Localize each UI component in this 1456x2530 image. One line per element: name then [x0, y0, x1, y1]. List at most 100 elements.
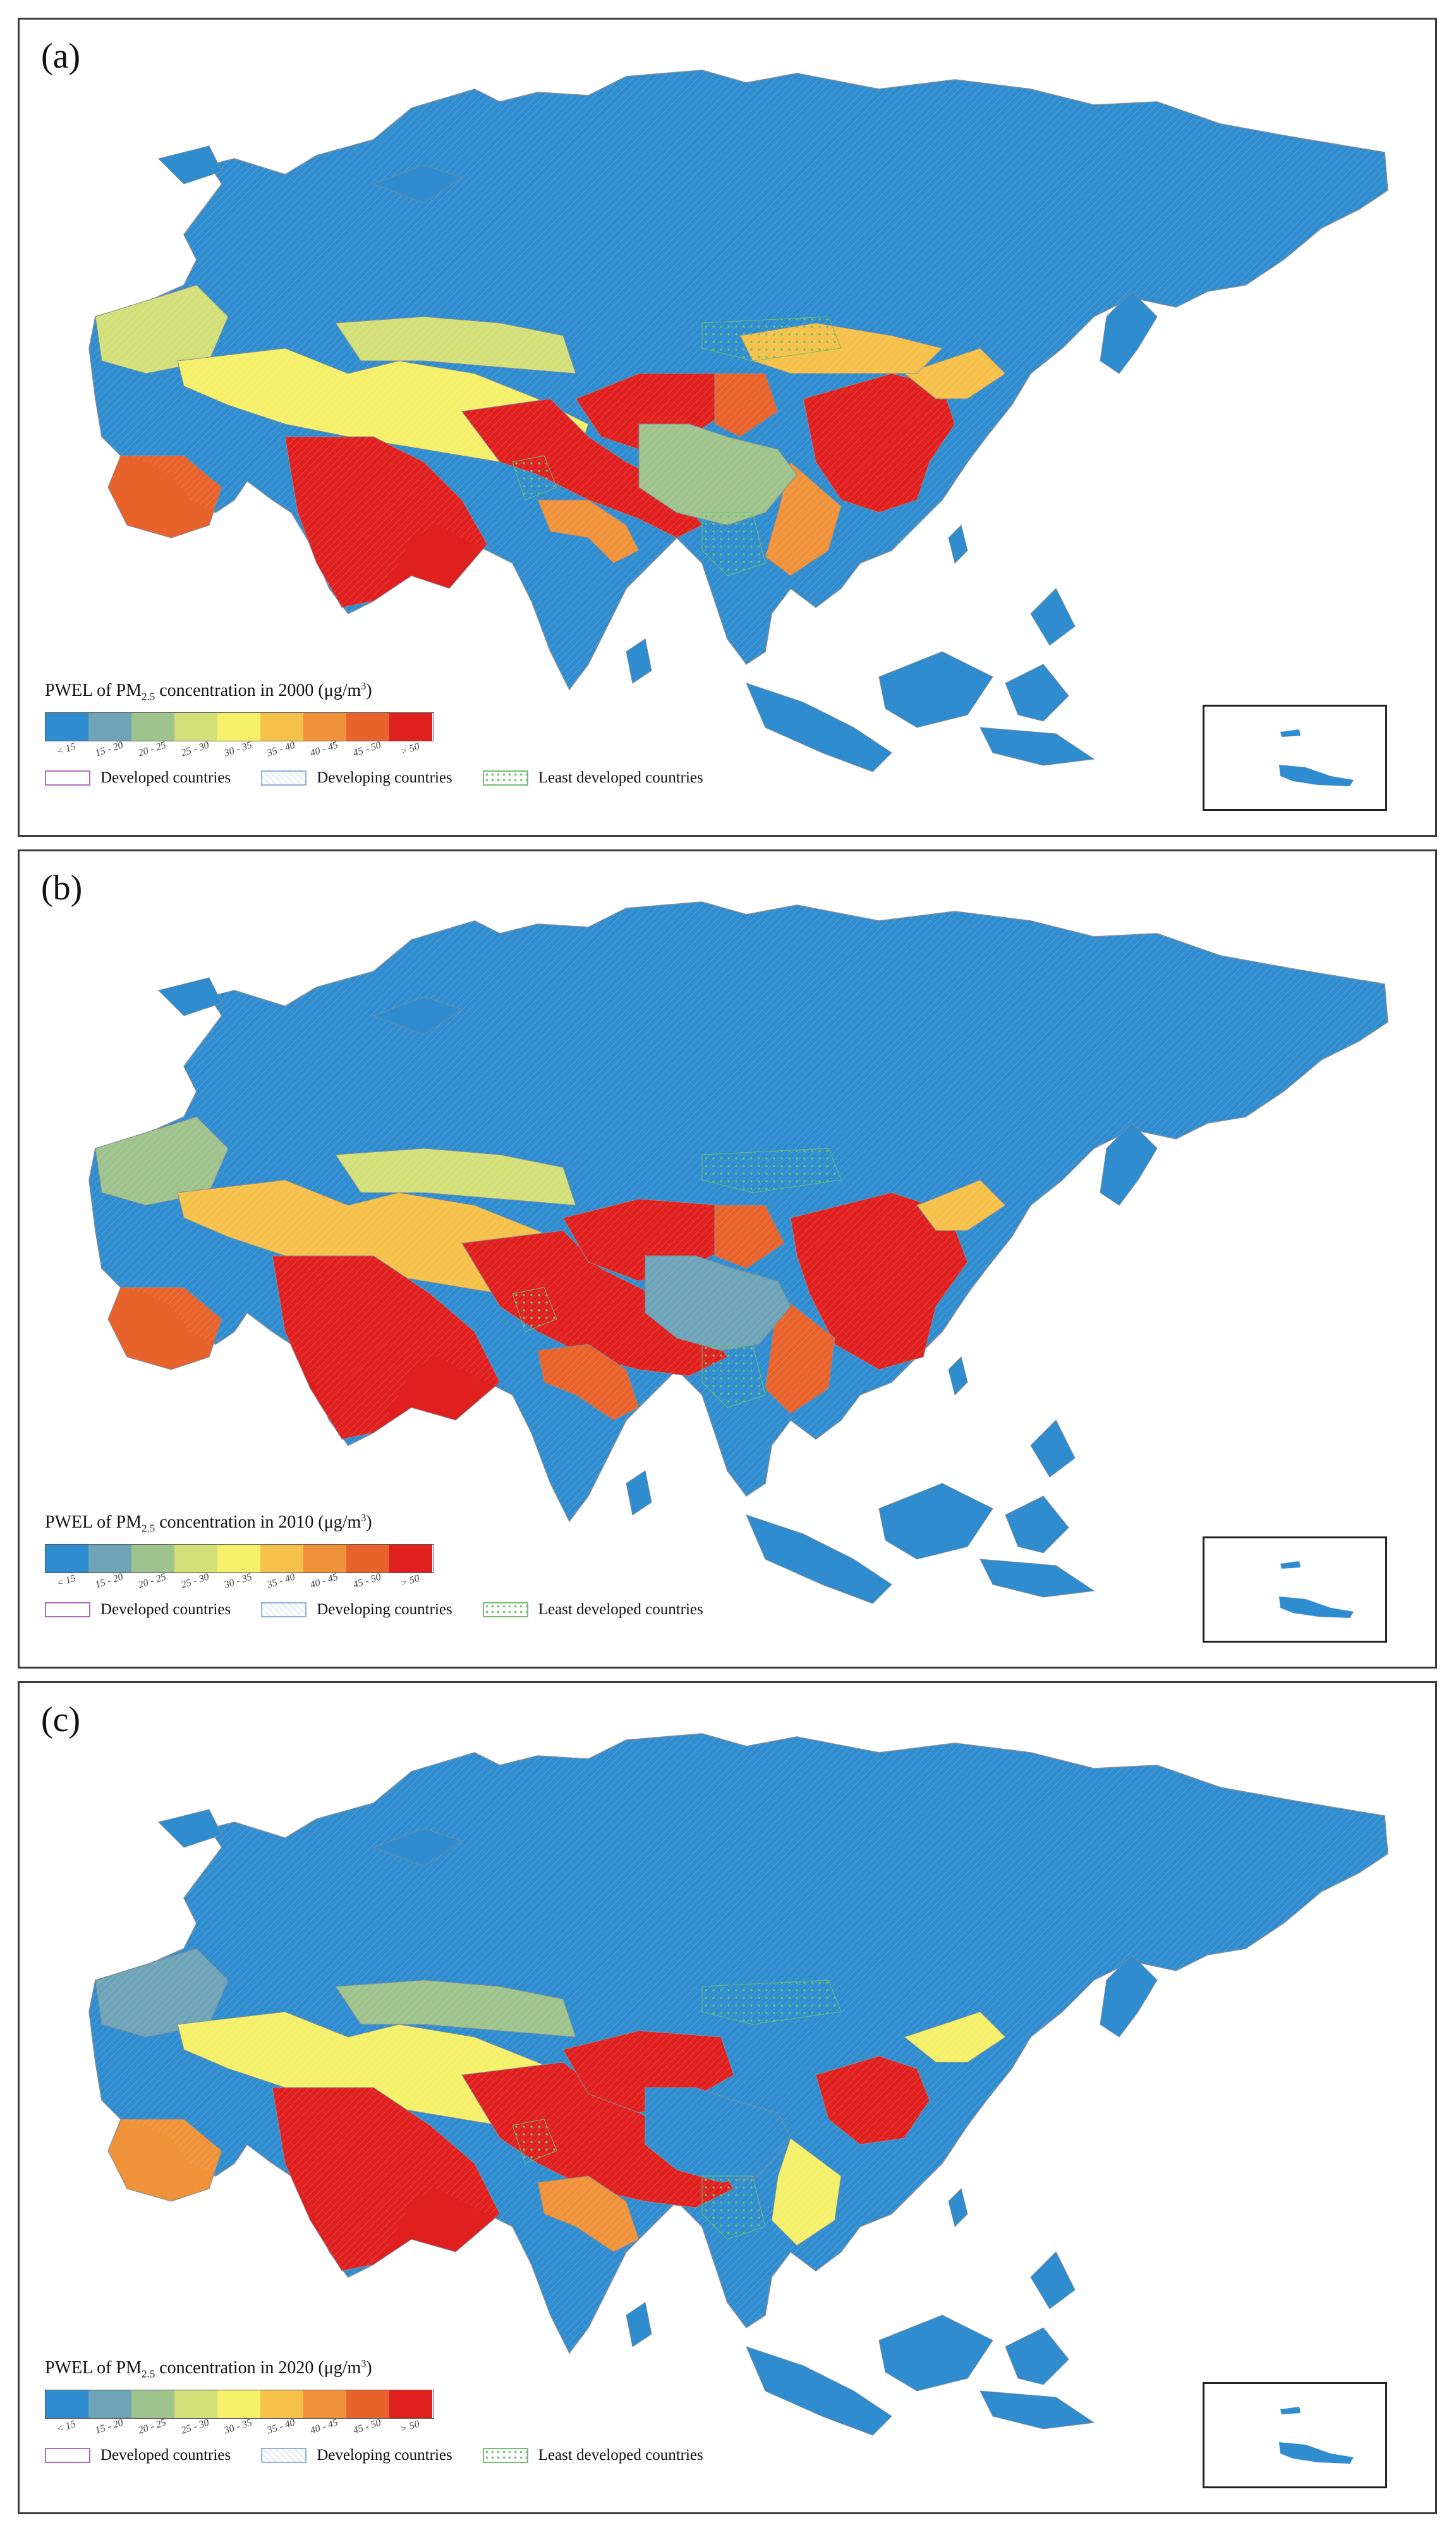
- color-scale-swatch: [389, 712, 432, 741]
- country-category-legend: Developed countries Developing countries L…: [45, 2447, 734, 2464]
- legend-label-developing: Developing countries: [317, 2446, 452, 2464]
- legend-label-least-developed: Least developed countries: [538, 1600, 703, 1618]
- legend-title-prefix: PWEL of PM: [45, 1512, 142, 1532]
- color-scale: [45, 1543, 434, 1573]
- least-developed-area-1: [701, 1148, 842, 1193]
- island-8: [372, 996, 463, 1035]
- legend-swatch-least-developed: [482, 1602, 528, 1617]
- color-scale-swatch: [346, 1544, 389, 1572]
- legend-swatch-developing: [261, 1602, 307, 1617]
- panel-label: (a): [41, 37, 81, 76]
- legend-item-least-developed: Least developed countries: [482, 1600, 703, 1619]
- legend-item-developing: Developing countries: [261, 2447, 452, 2464]
- country-category-legend: Developed countries Developing countries L…: [45, 769, 734, 787]
- island-0: [1100, 1122, 1158, 1206]
- color-scale-swatch: [131, 712, 174, 741]
- color-scale-swatch: [88, 1544, 131, 1572]
- island-5: [626, 638, 652, 684]
- legend-title-suffix: ): [366, 2358, 372, 2378]
- island-8: [372, 164, 463, 204]
- legend-title-middle: concentration in 2010 (μg/m: [155, 1512, 361, 1532]
- legend-title-sup: 3: [361, 1512, 367, 1524]
- legend-label-developed: Developed countries: [100, 1600, 231, 1618]
- color-scale-swatch: [260, 1544, 303, 1572]
- island-8: [372, 1828, 463, 1867]
- color-scale-swatch: [88, 2390, 131, 2418]
- legend-label-developing: Developing countries: [317, 769, 452, 786]
- color-scale-swatch: [88, 712, 131, 741]
- color-scale-swatch: [46, 2390, 88, 2418]
- color-scale-swatch: [260, 2390, 303, 2418]
- color-scale-swatch: [174, 712, 217, 741]
- legend-title-sub: 2.5: [141, 690, 155, 703]
- choropleth-map: [88, 70, 1388, 772]
- color-scale-swatch: [131, 2390, 174, 2418]
- panel-label: (b): [41, 868, 83, 908]
- color-scale: [45, 712, 434, 741]
- legend-item-least-developed: Least developed countries: [482, 769, 703, 787]
- inset-island-north: [1280, 729, 1301, 737]
- map-legend: PWEL of PM2.5 concentration in 2020 (μg/…: [45, 2358, 734, 2464]
- island-4: [1030, 1420, 1076, 1478]
- color-scale-swatch: [303, 2390, 346, 2418]
- island-1: [746, 1514, 892, 1604]
- map-panel-2010: (b) PWEL of PM2.5 concentration in 2010 (…: [18, 849, 1437, 1669]
- island-0: [1100, 1954, 1158, 2038]
- color-scale-swatch: [389, 2390, 432, 2418]
- legend-label-developed: Developed countries: [100, 769, 231, 786]
- island-6: [948, 525, 968, 564]
- color-scale-swatch: [260, 712, 303, 741]
- legend-label-developing: Developing countries: [317, 1600, 452, 1618]
- color-scale-swatch: [389, 1544, 432, 1572]
- legend-title: PWEL of PM2.5 concentration in 2000 (μg/…: [45, 681, 734, 703]
- least-developed-area-0: [701, 1344, 766, 1408]
- island-4: [1030, 588, 1076, 646]
- color-scale-swatch: [217, 712, 260, 741]
- legend-swatch-least-developed: [482, 2447, 528, 2463]
- inset-map: [1203, 2382, 1387, 2488]
- island-6: [948, 2188, 968, 2227]
- color-scale-swatch: [174, 2390, 217, 2418]
- least-developed-area-1: [701, 1980, 842, 2025]
- least-developed-area-0: [701, 2175, 766, 2240]
- color-scale-swatch: [46, 712, 88, 741]
- island-2: [878, 1483, 993, 1560]
- legend-title-sub: 2.5: [141, 2368, 155, 2380]
- island-1: [746, 2346, 892, 2436]
- panel-label: (c): [41, 1700, 81, 1739]
- color-scale-swatch: [46, 1544, 88, 1572]
- color-scale-labels: < 15 15 - 20 20 - 25 25 - 30 30 - 35 35 - 40 4…: [45, 2417, 433, 2436]
- legend-title-suffix: ): [366, 1512, 372, 1532]
- legend-item-least-developed: Least developed countries: [482, 2446, 703, 2464]
- legend-swatch-developing: [261, 2447, 307, 2463]
- legend-item-developed: Developed countries: [45, 1601, 231, 1619]
- map-legend: PWEL of PM2.5 concentration in 2000 (μg/…: [45, 681, 734, 787]
- legend-label-least-developed: Least developed countries: [538, 769, 703, 786]
- legend-title-prefix: PWEL of PM: [45, 681, 142, 700]
- island-6: [948, 1356, 968, 1396]
- legend-title-middle: concentration in 2020 (μg/m: [155, 2358, 361, 2378]
- legend-title-suffix: ): [366, 681, 372, 700]
- island-9: [158, 145, 222, 185]
- least-developed-area-2: [512, 1287, 557, 1332]
- island-0: [1100, 291, 1158, 374]
- island-1: [746, 683, 892, 772]
- legend-swatch-developed: [45, 2447, 90, 2463]
- island-2: [878, 2314, 993, 2392]
- island-7: [980, 727, 1095, 766]
- island-3: [1005, 664, 1069, 722]
- legend-title-middle: concentration in 2000 (μg/m: [155, 681, 361, 700]
- legend-item-developed: Developed countries: [45, 769, 231, 787]
- color-scale-swatch: [217, 1544, 260, 1572]
- color-scale-swatch: [303, 712, 346, 741]
- island-3: [1005, 2327, 1069, 2385]
- inset-island-south: [1279, 2442, 1354, 2464]
- legend-label-developed: Developed countries: [100, 2446, 231, 2464]
- legend-item-developing: Developing countries: [261, 769, 452, 787]
- legend-label-least-developed: Least developed countries: [538, 2446, 703, 2464]
- legend-item-developed: Developed countries: [45, 2447, 231, 2464]
- inset-islands: [1279, 1561, 1354, 1618]
- developing-hatch: [89, 1734, 1388, 2353]
- inset-island-south: [1279, 1596, 1354, 1618]
- inset-island-north: [1280, 2407, 1301, 2414]
